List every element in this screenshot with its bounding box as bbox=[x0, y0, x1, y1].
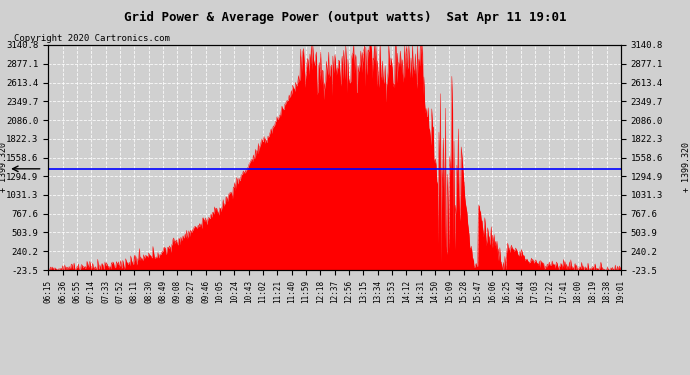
Text: + 1399.320: + 1399.320 bbox=[0, 142, 8, 192]
Text: Grid Power & Average Power (output watts)  Sat Apr 11 19:01: Grid Power & Average Power (output watts… bbox=[124, 11, 566, 24]
Text: Copyright 2020 Cartronics.com: Copyright 2020 Cartronics.com bbox=[14, 34, 170, 43]
Text: + 1399.320: + 1399.320 bbox=[682, 142, 690, 192]
